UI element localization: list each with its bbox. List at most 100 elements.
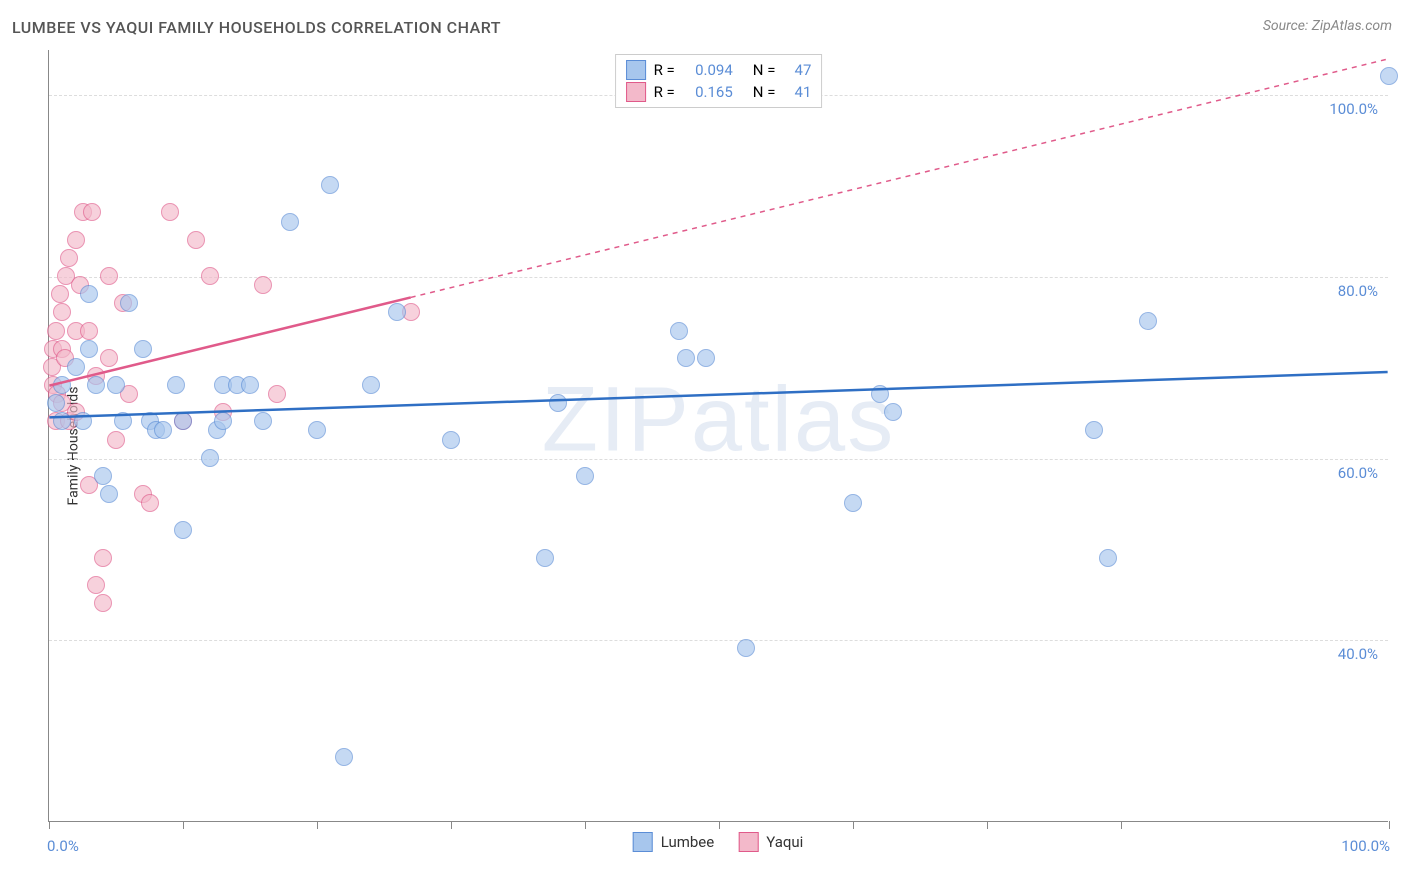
data-point [114,412,132,430]
legend-item: Yaqui [738,832,803,852]
x-min-label: 0.0% [47,837,79,855]
data-point [254,276,272,294]
data-point [161,203,179,221]
data-point [134,340,152,358]
data-point [74,412,92,430]
data-point [94,549,112,567]
data-point [1085,421,1103,439]
data-point [51,285,69,303]
x-tick [1389,821,1390,829]
data-point [1099,549,1117,567]
data-point [1139,312,1157,330]
data-point [60,249,78,267]
data-point [141,494,159,512]
x-tick [853,821,854,829]
watermark: ZIPatlas [542,368,895,473]
data-point [677,349,695,367]
r-label: R = [654,59,675,81]
legend-swatch [633,832,653,852]
data-point [107,376,125,394]
trendlines-layer [49,50,1388,821]
gridline-h [49,459,1388,460]
data-point [844,494,862,512]
legend-label: Lumbee [661,833,715,851]
data-point [47,322,65,340]
legend-swatch [738,832,758,852]
data-point [321,176,339,194]
data-point [80,285,98,303]
x-tick [451,821,452,829]
y-tick-label: 60.0% [1338,464,1378,482]
gridline-h [49,277,1388,278]
data-point [241,376,259,394]
x-tick [49,821,50,829]
data-point [187,231,205,249]
data-point [1380,67,1398,85]
data-point [100,485,118,503]
legend-label: Yaqui [766,833,803,851]
x-tick [585,821,586,829]
data-point [268,385,286,403]
data-point [94,467,112,485]
data-point [80,340,98,358]
data-point [737,639,755,657]
n-label: N = [753,81,776,103]
data-point [167,376,185,394]
data-point [53,303,71,321]
data-point [201,449,219,467]
data-point [308,421,326,439]
data-point [388,303,406,321]
data-point [549,394,567,412]
legend-item: Lumbee [633,832,715,852]
data-point [254,412,272,430]
r-value: 0.094 [683,59,733,81]
data-point [670,322,688,340]
data-point [442,431,460,449]
x-tick [987,821,988,829]
data-point [214,412,232,430]
stats-legend-row: R = 0.094 N = 47 [626,59,812,81]
y-tick-label: 80.0% [1338,282,1378,300]
stats-legend: R = 0.094 N = 47 R = 0.165 N = 41 [615,54,823,108]
data-point [94,594,112,612]
data-point [67,231,85,249]
data-point [83,203,101,221]
legend-swatch [626,60,646,80]
data-point [362,376,380,394]
series-legend: Lumbee Yaqui [633,832,804,852]
data-point [281,213,299,231]
data-point [107,431,125,449]
r-label: R = [654,81,675,103]
data-point [87,376,105,394]
data-point [174,521,192,539]
data-point [576,467,594,485]
n-value: 41 [783,81,811,103]
source-label: Source: ZipAtlas.com [1263,18,1392,34]
data-point [87,576,105,594]
data-point [100,349,118,367]
data-point [871,385,889,403]
plot-area: ZIPatlas R = 0.094 N = 47 R = 0.165 N = 41 40.0… [48,50,1388,822]
data-point [884,403,902,421]
x-tick [317,821,318,829]
data-point [100,267,118,285]
x-tick [1121,821,1122,829]
y-tick-label: 40.0% [1338,645,1378,663]
data-point [154,421,172,439]
n-value: 47 [783,59,811,81]
r-value: 0.165 [683,81,733,103]
legend-swatch [626,82,646,102]
x-max-label: 100.0% [1341,837,1390,855]
data-point [536,549,554,567]
gridline-h [49,640,1388,641]
data-point [335,748,353,766]
data-point [67,358,85,376]
x-tick [719,821,720,829]
data-point [120,294,138,312]
data-point [47,394,65,412]
data-point [201,267,219,285]
data-point [53,412,71,430]
data-point [53,376,71,394]
n-label: N = [753,59,776,81]
data-point [174,412,192,430]
